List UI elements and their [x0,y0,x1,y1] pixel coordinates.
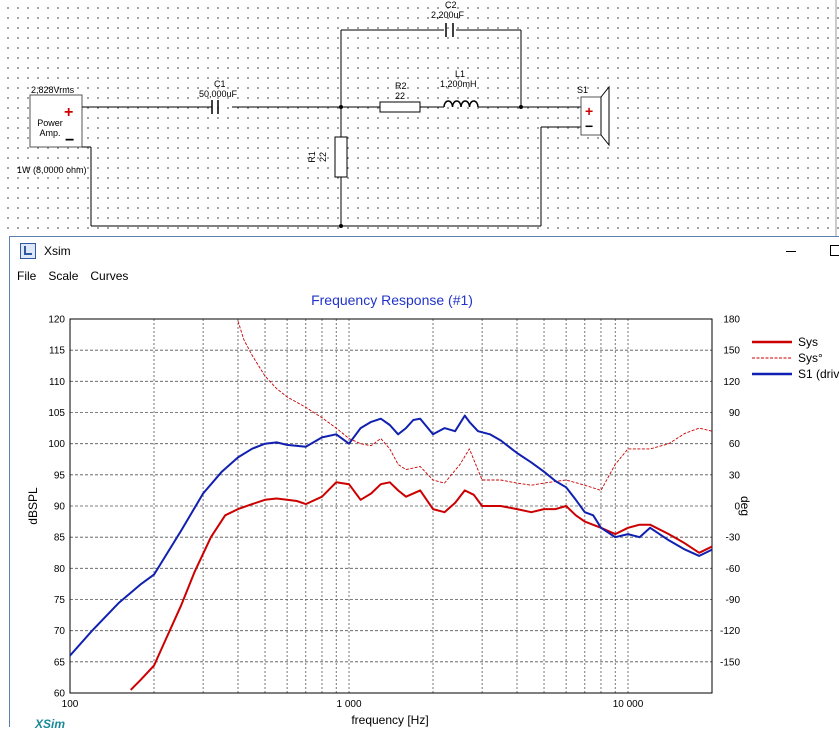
y2-tick-label: -150 [720,657,740,668]
title-bar[interactable]: Xsim [10,237,839,265]
source-name-label: Power Amp. [37,118,63,138]
c2-ref-label: C2 [445,0,457,10]
x-tick-label: 10 000 [613,699,644,710]
capacitor-c2-symbol[interactable] [445,23,454,37]
y-tick-label: 120 [48,315,65,326]
y-axis-label: dBSPL [26,487,40,525]
r1-ref-label: R1 [306,151,317,163]
inductor-l1-symbol[interactable] [443,100,479,108]
chart-title: Frequency Response (#1) [311,292,473,308]
r2-ref-label: R2 [395,81,407,91]
source-power-label: 1W (8,0000 ohm) [17,165,87,175]
menu-curves[interactable]: Curves [90,269,129,283]
y-tick-label: 80 [54,564,66,575]
schematic-wiring: + − [29,0,837,236]
svg-text:+: + [585,103,593,119]
plot-frame [69,318,713,694]
y2-tick-label: 60 [729,439,741,450]
frequency-response-chart[interactable]: Frequency Response (#1) 60 65 70 75 80 85 90 95… [10,287,839,727]
series-line-0 [129,481,712,691]
c1-value-label: 50,000uF [199,89,238,99]
y-tick-label: 95 [54,470,66,481]
y-axis-ticks: 60 65 70 75 80 85 90 95 100 105 110 115 120 [48,315,65,700]
menu-scale[interactable]: Scale [48,269,79,283]
wires [82,29,581,227]
y2-tick-label: -30 [726,533,741,544]
y2-tick-label: 150 [723,346,740,357]
xsim-app-icon [20,243,36,259]
y-tick-label: 75 [54,595,66,606]
source-voltage-label: 2,828Vrms [31,85,75,95]
c1-ref-label: C1 [214,79,226,89]
capacitor-c1-symbol[interactable] [211,100,219,114]
chart-legend[interactable]: Sys Sys° S1 (driver) [752,335,839,381]
schematic-canvas[interactable]: + − [0,0,839,236]
x-axis-ticks: 100 1 000 10 000 [62,699,644,710]
speaker-s1-symbol[interactable]: + − [580,85,610,147]
y2-tick-label: 30 [729,470,741,481]
legend-label: Sys [798,335,818,349]
r1-value-label: 22 [318,151,329,163]
c2-value-label: 2,200uF [431,10,465,20]
r2-value-label: 22 [395,91,406,101]
junction-dots [339,105,523,228]
y2-tick-label: -120 [720,626,740,637]
y2-tick-label: -60 [726,564,741,575]
maximize-button[interactable] [830,245,839,256]
y2-tick-label: 0 [734,502,740,513]
y2-tick-label: -90 [726,595,741,606]
y-tick-label: 90 [54,502,66,513]
y2-tick-label: 180 [723,315,740,326]
y-tick-label: 105 [48,408,65,419]
xsim-logo: XSim [35,717,66,731]
legend-label: Sys° [798,351,823,365]
y-tick-label: 115 [49,346,65,357]
series-line-2 [70,414,712,657]
l1-ref-label: L1 [455,69,466,79]
y-tick-label: 70 [54,626,66,637]
y-tick-label: 100 [48,439,65,450]
x-axis-label: frequency [Hz] [351,713,428,727]
x-tick-label: 1 000 [336,699,361,710]
y-tick-label: 110 [49,377,65,388]
xsim-window[interactable]: Xsim File Scale Curves Frequency Respons… [9,236,839,731]
menu-bar: File Scale Curves [10,265,839,287]
plus-terminal-icon: + [64,104,73,121]
series-line-1 [237,320,712,491]
chart-curves [70,320,712,691]
power-amp-symbol[interactable] [29,94,83,148]
y2-tick-label: 90 [729,408,741,419]
y-tick-label: 85 [54,533,66,544]
legend-label: S1 (driver) [798,367,839,381]
y-tick-label: 65 [54,657,66,668]
l1-value-label: 1,200mH [440,79,477,89]
window-title: Xsim [44,244,71,258]
svg-text:−: − [585,118,593,134]
y2-axis-label: deg [738,496,752,516]
resistor-r1-symbol[interactable] [334,136,348,178]
y2-axis-ticks: -150 -120 -90 -60 -30 0 30 60 90 120 150 180 [720,315,740,669]
y-tick-label: 60 [54,689,66,700]
resistor-r2-symbol[interactable] [379,101,421,113]
minus-terminal-icon: − [65,132,74,149]
s1-ref-label: S1 [577,85,589,95]
minimize-button[interactable] [786,245,798,257]
menu-file[interactable]: File [17,269,37,283]
x-tick-label: 100 [62,699,79,710]
y2-tick-label: 120 [723,377,740,388]
